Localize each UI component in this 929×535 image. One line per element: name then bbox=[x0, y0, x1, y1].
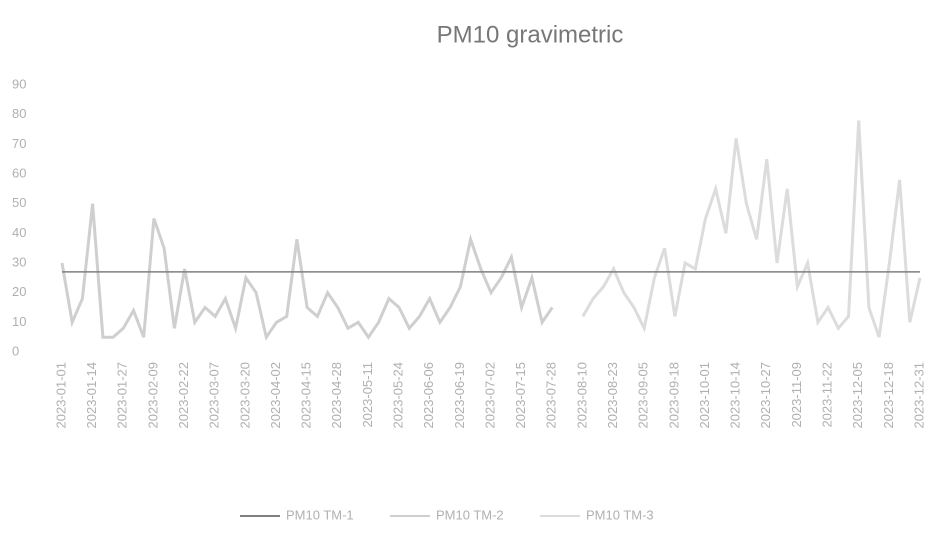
x-tick-label: 2023-08-10 bbox=[574, 362, 589, 429]
x-tick-label: 2023-03-20 bbox=[237, 362, 252, 429]
y-tick-label: 20 bbox=[12, 284, 26, 299]
x-tick-label: 2023-06-19 bbox=[452, 362, 467, 429]
legend-label: PM10 TM-2 bbox=[436, 507, 504, 522]
x-tick-label: 2023-02-22 bbox=[176, 362, 191, 429]
y-tick-label: 70 bbox=[12, 136, 26, 151]
x-tick-label: 2023-02-09 bbox=[145, 362, 160, 429]
x-tick-label: 2023-01-01 bbox=[53, 362, 68, 429]
x-tick-label: 2023-09-05 bbox=[636, 362, 651, 429]
y-tick-label: 90 bbox=[12, 76, 26, 91]
x-tick-label: 2023-07-02 bbox=[482, 362, 497, 429]
y-tick-label: 10 bbox=[12, 314, 26, 329]
y-tick-label: 0 bbox=[12, 343, 19, 358]
x-tick-label: 2023-08-23 bbox=[605, 362, 620, 429]
series-line bbox=[60, 203, 554, 341]
x-tick-label: 2023-01-14 bbox=[84, 362, 99, 429]
x-tick-label: 2023-10-14 bbox=[728, 362, 743, 429]
x-tick-label: 2023-04-28 bbox=[329, 362, 344, 429]
y-tick-label: 60 bbox=[12, 165, 26, 180]
x-tick-label: 2023-12-31 bbox=[911, 362, 926, 429]
x-tick-label: 2023-01-27 bbox=[115, 362, 130, 429]
x-tick-label: 2023-07-15 bbox=[513, 362, 528, 429]
y-tick-label: 50 bbox=[12, 195, 26, 210]
y-tick-label: 40 bbox=[12, 225, 26, 240]
legend-label: PM10 TM-3 bbox=[586, 507, 654, 522]
x-tick-label: 2023-11-22 bbox=[820, 362, 835, 428]
x-tick-label: 2023-04-15 bbox=[299, 362, 314, 429]
y-tick-label: 30 bbox=[12, 254, 26, 269]
x-tick-label: 2023-11-09 bbox=[789, 362, 804, 428]
x-tick-label: 2023-09-18 bbox=[666, 362, 681, 429]
series-line bbox=[581, 120, 922, 338]
x-tick-label: 2023-10-01 bbox=[697, 362, 712, 429]
chart-title: PM10 gravimetric bbox=[437, 21, 624, 48]
x-tick-label: 2023-03-07 bbox=[207, 362, 222, 429]
x-tick-label: 2023-04-02 bbox=[268, 362, 283, 429]
x-tick-label: 2023-05-11 bbox=[360, 362, 375, 428]
x-tick-label: 2023-06-06 bbox=[421, 362, 436, 429]
x-tick-label: 2023-05-24 bbox=[391, 362, 406, 429]
x-tick-label: 2023-12-18 bbox=[881, 362, 896, 429]
x-tick-label: 2023-07-28 bbox=[544, 362, 559, 429]
y-tick-label: 80 bbox=[12, 106, 26, 121]
x-tick-label: 2023-12-05 bbox=[850, 362, 865, 429]
legend-label: PM10 TM-1 bbox=[286, 507, 354, 522]
x-tick-label: 2023-10-27 bbox=[758, 362, 773, 429]
